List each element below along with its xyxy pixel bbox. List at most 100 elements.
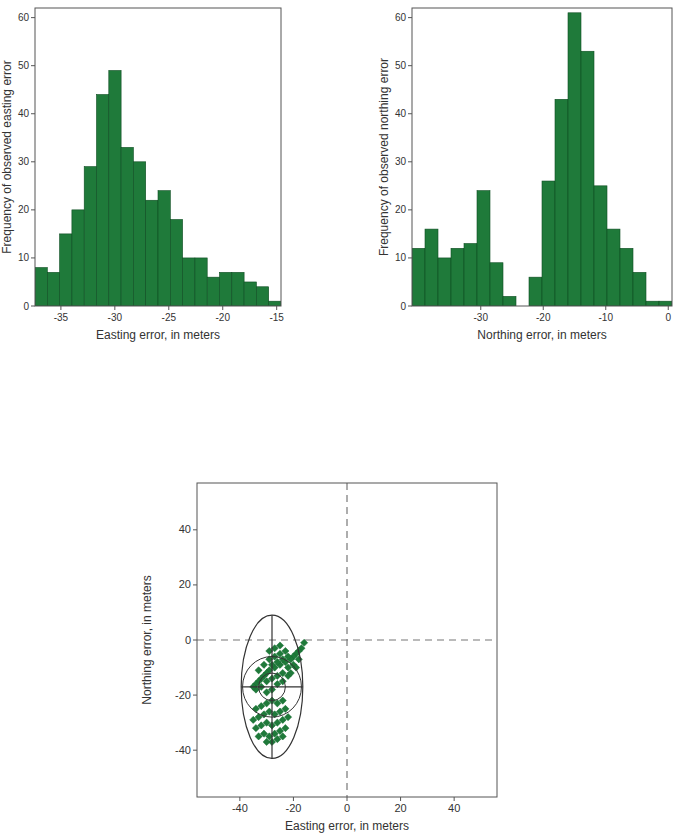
histogram-bar [170, 219, 182, 306]
histogram-bar [47, 272, 59, 306]
y-tick [31, 17, 35, 18]
y-tick-label: 30 [395, 156, 407, 167]
y-tick-label: 0 [23, 301, 29, 312]
histogram-bar [183, 258, 195, 306]
histogram-bar [109, 70, 121, 306]
x-tick-label: -20 [285, 802, 301, 814]
page: -35 -30 -25 -20 -15 0 10 20 30 40 50 60 Easting erro… [0, 0, 679, 838]
x-tick-label: -25 [162, 312, 177, 323]
histogram-bar [555, 99, 568, 306]
scatter-point [252, 705, 259, 712]
x-tick [114, 306, 115, 310]
bars [412, 13, 672, 306]
y-tick [408, 257, 412, 258]
histogram-bar [425, 229, 438, 306]
histogram-bar [72, 210, 84, 306]
x-axis-label: Easting error, in meters [285, 819, 409, 833]
x-tick [276, 306, 277, 310]
scatter-point [276, 642, 283, 649]
x-tick [168, 306, 169, 310]
x-tick-label: 40 [448, 802, 460, 814]
histogram-bar [256, 287, 268, 306]
y-tick-label: -40 [175, 744, 191, 756]
histogram-bar [121, 147, 133, 306]
x-tick [668, 306, 669, 310]
x-tick-label: -35 [54, 312, 69, 323]
scatter-point [255, 733, 262, 740]
y-tick-label: 20 [395, 204, 407, 215]
histogram-bar [269, 301, 281, 306]
scatter-point [255, 667, 262, 674]
y-tick [193, 695, 197, 696]
ellipse-axis-y [271, 615, 272, 758]
x-tick-label: -15 [269, 312, 284, 323]
histogram-bar [568, 13, 581, 306]
x-tick [293, 797, 294, 801]
x-tick-label: -20 [536, 312, 551, 323]
histogram-bar [464, 244, 477, 306]
x-tick-label: 0 [665, 312, 671, 323]
histogram-bar [412, 248, 425, 306]
x-tick [239, 797, 240, 801]
histogram-bar [84, 167, 96, 306]
histogram-bar [97, 95, 109, 306]
y-tick-label: 30 [18, 156, 30, 167]
plot-frame [412, 8, 672, 306]
histogram-bar [646, 301, 659, 306]
histogram-bar [207, 277, 219, 306]
y-tick-label: 40 [18, 108, 30, 119]
y-tick-label: 60 [395, 12, 407, 23]
x-tick [480, 306, 481, 310]
y-tick [31, 65, 35, 66]
scatter-point [252, 725, 259, 732]
y-tick [408, 306, 412, 307]
y-tick-label: 10 [18, 252, 30, 263]
histogram-bar [490, 263, 503, 306]
scatter-chart: -40-2002040-40-2002040Easting error, in … [140, 483, 497, 833]
x-tick [347, 797, 348, 801]
y-tick [193, 584, 197, 585]
plot-frame [35, 8, 281, 306]
histogram-bar [607, 229, 620, 306]
error-circle [243, 657, 302, 718]
y-tick-label: -20 [175, 689, 191, 701]
x-axis-label: Easting error, in meters [96, 328, 220, 342]
y-axis-label: Frequency of observed easting error [0, 60, 14, 253]
histogram-bar [633, 272, 646, 306]
histogram-bar [244, 282, 256, 306]
scatter-point [250, 716, 257, 723]
scatter-point [260, 661, 267, 668]
histogram-bar [620, 248, 633, 306]
y-tick [31, 209, 35, 210]
y-tick [193, 640, 197, 641]
y-tick-label: 0 [185, 634, 191, 646]
y-tick-label: 50 [18, 60, 30, 71]
error-ellipse [241, 615, 303, 758]
x-tick [400, 797, 401, 801]
x-tick-label: -10 [599, 312, 614, 323]
bars [35, 70, 281, 306]
y-tick [408, 65, 412, 66]
scatter-point [279, 733, 286, 740]
y-tick-label: 50 [395, 60, 407, 71]
x-tick-label: -20 [216, 312, 231, 323]
y-tick [193, 529, 197, 530]
histogram-bar [146, 200, 158, 306]
y-tick [408, 17, 412, 18]
y-tick-label: 60 [18, 12, 30, 23]
x-tick-label: 0 [344, 802, 350, 814]
y-tick-label: 20 [179, 578, 191, 590]
histogram-bar [529, 277, 542, 306]
scatter-point [263, 689, 270, 696]
plot-frame [197, 483, 497, 797]
y-tick [408, 209, 412, 210]
x-tick [222, 306, 223, 310]
x-tick [543, 306, 544, 310]
plot-area [197, 483, 497, 797]
y-tick-label: 10 [395, 252, 407, 263]
y-tick-label: 0 [400, 301, 406, 312]
histogram-bar [477, 191, 490, 306]
x-tick-label: -30 [108, 312, 123, 323]
y-tick-label: 20 [18, 204, 30, 215]
histogram-bar [542, 181, 555, 306]
